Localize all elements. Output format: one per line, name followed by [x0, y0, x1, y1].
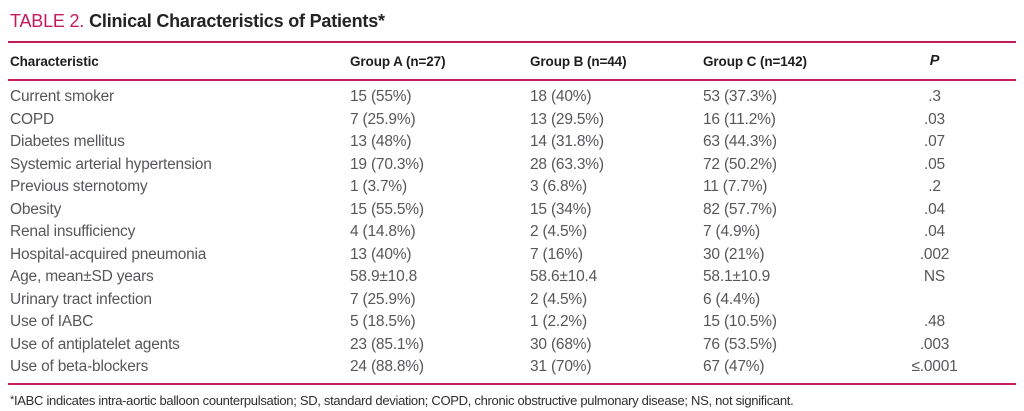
- cell-group-c: 11 (7.7%): [703, 178, 768, 195]
- cell-p: .2: [928, 178, 941, 195]
- cell-group-b: 31 (70%): [530, 358, 592, 375]
- cell-group-a: 13 (48%): [350, 133, 412, 150]
- cell-characteristic: COPD: [10, 110, 54, 128]
- cell-group-a: 15 (55%): [350, 88, 412, 105]
- cell-group-a: 5 (18.5%): [350, 313, 416, 330]
- cell-characteristic: Diabetes mellitus: [10, 133, 125, 150]
- cell-group-c: 58.1±10.9: [703, 268, 771, 285]
- cell-group-b: 15 (34%): [530, 200, 592, 218]
- cell-group-c: 15 (10.5%): [703, 313, 777, 330]
- cell-group-b: 3 (6.8%): [530, 178, 587, 195]
- table-row: Renal insufficiency 4 (14.8%) 2 (4.5%) 7 (4…: [8, 221, 1016, 244]
- cell-group-b: 7 (16%): [530, 245, 583, 263]
- cell-group-a: 24 (88.8%): [350, 358, 424, 375]
- table-row: Age, mean±SD years 58.9±10.8 58.6±10.4 58.1…: [8, 266, 1016, 289]
- cell-p: .003: [919, 335, 950, 353]
- table-caption: TABLE 2. Clinical Characteristics of Pati…: [8, 6, 1016, 43]
- cell-characteristic: Renal insufficiency: [10, 223, 136, 240]
- cell-characteristic: Use of antiplatelet agents: [10, 335, 180, 353]
- cell-group-b: 18 (40%): [530, 88, 592, 105]
- column-header-characteristic: Characteristic: [8, 43, 350, 81]
- cell-p: ≤.0001: [911, 358, 958, 375]
- cell-group-a: 13 (40%): [350, 245, 412, 263]
- cell-p: .002: [919, 245, 950, 263]
- table-row: Current smoker 15 (55%) 18 (40%) 53 (37.3%)…: [8, 80, 1016, 109]
- column-header-group-a: Group A (n=27): [350, 43, 530, 81]
- cell-group-a: 19 (70.3%): [350, 155, 424, 173]
- cell-group-b: 2 (4.5%): [530, 290, 587, 308]
- cell-characteristic: Obesity: [10, 200, 62, 218]
- footnote-text: IABC indicates intra-aortic balloon coun…: [13, 392, 794, 408]
- table-row: Use of antiplatelet agents 23 (85.1%) 30 (…: [8, 334, 1016, 357]
- cell-group-a: 23 (85.1%): [350, 335, 424, 353]
- footnote-asterisk: *: [10, 393, 14, 406]
- table-row: COPD 7 (25.9%) 13 (29.5%) 16 (11.2%) .03: [8, 109, 1016, 132]
- column-header-p-value: P: [853, 43, 1016, 81]
- cell-characteristic: Age, mean±SD years: [10, 268, 154, 285]
- cell-group-b: 58.6±10.4: [530, 268, 598, 285]
- table-row: Hospital-acquired pneumonia 13 (40%) 7 (16…: [8, 244, 1016, 267]
- table-row: Urinary tract infection 7 (25.9%) 2 (4.5%)…: [8, 289, 1016, 312]
- cell-group-c: 82 (57.7%): [703, 200, 777, 218]
- table-row: Previous sternotomy 1 (3.7%) 3 (6.8%) 11 (7…: [8, 176, 1016, 199]
- cell-group-a: 7 (25.9%): [350, 110, 416, 128]
- cell-p: .05: [924, 155, 945, 173]
- table-row: Use of beta-blockers 24 (88.8%) 31 (70%) 67…: [8, 356, 1016, 384]
- cell-characteristic: Previous sternotomy: [10, 178, 148, 195]
- table-body: Current smoker 15 (55%) 18 (40%) 53 (37.3%)…: [8, 80, 1016, 384]
- cell-p: .3: [928, 88, 941, 105]
- cell-group-c: 16 (11.2%): [703, 110, 776, 128]
- cell-characteristic: Urinary tract infection: [10, 290, 152, 308]
- cell-characteristic: Current smoker: [10, 88, 115, 105]
- table-footnote: *IABC indicates intra-aortic balloon cou…: [8, 385, 1016, 409]
- cell-characteristic: Hospital-acquired pneumonia: [10, 245, 207, 263]
- cell-group-c: 30 (21%): [703, 245, 765, 263]
- cell-group-c: 72 (50.2%): [703, 155, 777, 173]
- cell-group-c: 76 (53.5%): [703, 335, 777, 353]
- cell-group-c: 7 (4.9%): [703, 223, 760, 240]
- cell-group-a: 1 (3.7%): [350, 178, 407, 195]
- table-row: Obesity 15 (55.5%) 15 (34%) 82 (57.7%) .04: [8, 199, 1016, 222]
- cell-group-a: 15 (55.5%): [350, 200, 424, 218]
- cell-group-b: 28 (63.3%): [530, 155, 604, 173]
- cell-p: .04: [924, 223, 945, 240]
- cell-group-c: 53 (37.3%): [703, 88, 777, 105]
- cell-group-b: 13 (29.5%): [530, 110, 604, 128]
- column-header-group-b: Group B (n=44): [530, 43, 703, 81]
- column-header-group-c: Group C (n=142): [703, 43, 853, 81]
- cell-group-b: 30 (68%): [530, 335, 592, 353]
- cell-p: [853, 289, 1016, 312]
- table-row: Diabetes mellitus 13 (48%) 14 (31.8%) 63 (4…: [8, 131, 1016, 154]
- cell-p: .48: [924, 313, 945, 330]
- cell-group-b: 14 (31.8%): [530, 133, 604, 150]
- cell-group-b: 1 (2.2%): [530, 313, 587, 330]
- cell-group-b: 2 (4.5%): [530, 223, 587, 240]
- cell-group-a: 58.9±10.8: [350, 268, 418, 285]
- cell-group-c: 63 (44.3%): [703, 133, 777, 150]
- cell-characteristic: Use of IABC: [10, 313, 94, 330]
- cell-p: .04: [924, 200, 945, 218]
- cell-p: .03: [924, 110, 945, 128]
- table-row: Systemic arterial hypertension 19 (70.3%)…: [8, 154, 1016, 177]
- cell-characteristic: Use of beta-blockers: [10, 358, 149, 375]
- table-number-label: TABLE 2.: [10, 11, 85, 31]
- table-header-row: Characteristic Group A (n=27) Group B (n…: [8, 43, 1016, 81]
- cell-characteristic: Systemic arterial hypertension: [10, 155, 212, 173]
- cell-group-c: 6 (4.4%): [703, 290, 760, 308]
- cell-group-a: 7 (25.9%): [350, 290, 416, 308]
- cell-p: NS: [923, 268, 946, 285]
- clinical-characteristics-table: Characteristic Group A (n=27) Group B (n…: [8, 43, 1016, 385]
- cell-group-a: 4 (14.8%): [350, 223, 416, 240]
- cell-p: .07: [924, 133, 945, 150]
- table-row: Use of IABC 5 (18.5%) 1 (2.2%) 15 (10.5%) .4…: [8, 311, 1016, 334]
- table-title: Clinical Characteristics of Patients*: [89, 11, 385, 31]
- cell-group-c: 67 (47%): [703, 358, 765, 375]
